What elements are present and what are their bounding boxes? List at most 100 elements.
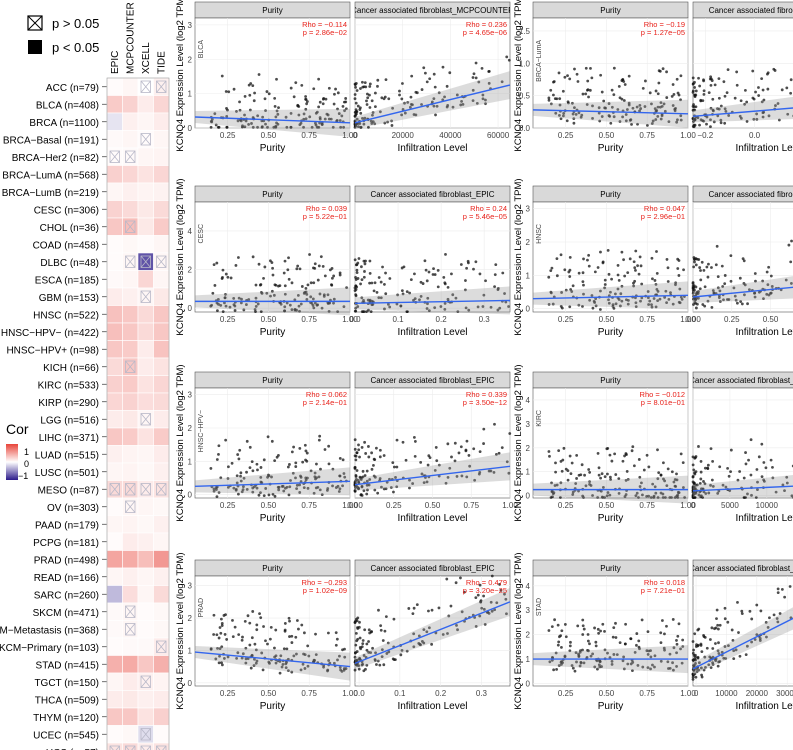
data-point	[680, 298, 684, 301]
data-point	[579, 115, 583, 119]
data-point	[379, 296, 383, 300]
data-point	[304, 478, 308, 482]
data-point	[284, 666, 288, 670]
data-point	[235, 474, 239, 478]
x-tick-label: 0.0	[749, 131, 761, 140]
data-point	[703, 655, 707, 659]
data-point	[465, 266, 468, 270]
data-point	[639, 107, 643, 110]
data-point	[667, 297, 671, 301]
ns-legend-cross-b	[27, 15, 43, 31]
data-point	[327, 86, 331, 90]
data-point	[752, 117, 756, 121]
data-point	[374, 651, 377, 655]
data-point	[234, 264, 238, 267]
x-tick-label: 0	[694, 689, 699, 698]
data-point	[315, 303, 319, 307]
data-point	[738, 276, 742, 280]
data-point	[612, 306, 616, 310]
x-axis-label: Infiltration Level	[397, 143, 467, 154]
data-point	[586, 258, 589, 262]
y-axis-label: KCNQ4 Expression Level (log2 TPM)	[513, 552, 524, 709]
data-point	[252, 664, 256, 667]
data-point	[693, 86, 696, 89]
data-point	[233, 309, 237, 312]
data-point	[248, 445, 252, 449]
data-point	[480, 606, 484, 610]
y-tick-label: 4	[188, 227, 193, 236]
data-point	[572, 117, 576, 121]
rho-label: Rho = 0.062	[306, 390, 347, 399]
data-point	[271, 492, 275, 496]
data-point	[600, 472, 604, 476]
data-point	[670, 470, 674, 474]
data-point	[727, 114, 731, 117]
data-point	[336, 658, 339, 662]
data-point	[372, 289, 376, 293]
heatmap-method-label: EPIC	[110, 51, 121, 74]
data-point	[725, 91, 729, 95]
data-point	[264, 639, 267, 643]
data-point	[478, 614, 482, 618]
heatmap-row-label: SKCM−Metastasis (n=368)	[0, 625, 99, 636]
data-point	[277, 488, 281, 492]
heatmap-ns-box	[125, 220, 136, 233]
heatmap-ns-line	[140, 483, 151, 496]
data-point	[772, 67, 776, 71]
data-point	[428, 77, 432, 81]
y-tick-label: 0	[526, 680, 531, 689]
heatmap-cell	[153, 672, 170, 691]
data-point	[671, 83, 675, 86]
data-point	[381, 639, 385, 642]
data-point	[377, 276, 381, 279]
data-point	[661, 619, 664, 622]
data-point	[654, 491, 658, 495]
confidence-band	[533, 99, 688, 128]
heatmap-ns-box	[140, 483, 151, 496]
data-point	[693, 472, 697, 476]
heatmap-cell	[153, 270, 170, 289]
data-point	[292, 95, 296, 99]
data-point	[412, 436, 416, 439]
data-point	[297, 304, 301, 308]
heatmap-cell	[153, 602, 170, 621]
data-point	[577, 489, 580, 493]
data-point	[757, 86, 760, 89]
heatmap-ns-line	[125, 150, 136, 163]
x-tick-label: 40000	[439, 131, 462, 140]
data-point	[505, 612, 508, 616]
heatmap-cell	[153, 165, 170, 184]
data-point	[214, 123, 218, 127]
data-point	[283, 305, 287, 309]
data-point	[277, 106, 280, 110]
data-point	[368, 85, 372, 88]
data-point	[577, 271, 581, 275]
data-point	[370, 281, 374, 285]
data-point	[591, 104, 594, 108]
data-point	[384, 292, 388, 296]
data-point	[608, 115, 612, 118]
data-point	[223, 296, 227, 300]
heatmap-cell	[137, 427, 154, 446]
data-point	[386, 120, 389, 124]
data-point	[327, 659, 331, 662]
y-tick-label: 3	[526, 205, 531, 214]
data-point	[665, 624, 668, 628]
data-point	[398, 89, 401, 93]
fit-line	[194, 116, 351, 124]
data-point	[269, 625, 273, 629]
data-point	[296, 104, 300, 108]
data-point	[699, 666, 703, 670]
heatmap-ns-line	[140, 413, 151, 426]
data-point	[371, 120, 375, 123]
data-point	[738, 114, 742, 118]
data-point	[444, 252, 447, 256]
data-point	[601, 486, 605, 489]
data-point	[692, 668, 696, 672]
data-point	[691, 116, 695, 120]
data-point	[758, 637, 762, 640]
data-point	[369, 119, 373, 123]
data-point	[555, 483, 559, 487]
data-point	[272, 293, 276, 297]
data-point	[427, 626, 431, 630]
